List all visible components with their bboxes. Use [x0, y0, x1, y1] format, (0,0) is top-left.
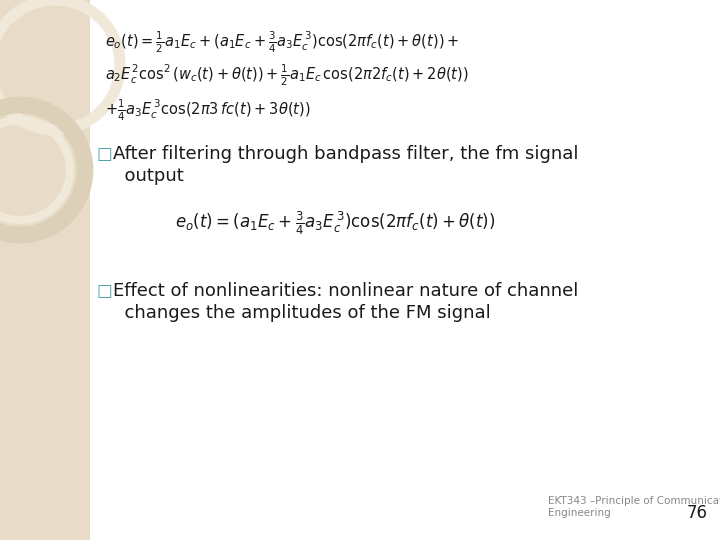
Text: EKT343 –Principle of Communication
Engineering: EKT343 –Principle of Communication Engin… [548, 496, 720, 518]
Text: changes the amplitudes of the FM signal: changes the amplitudes of the FM signal [113, 304, 491, 322]
Text: $+\frac{1}{4}a_3E_c^{\,3}\cos(2\pi 3\,fc(t) + 3\theta(t))$: $+\frac{1}{4}a_3E_c^{\,3}\cos(2\pi 3\,fc… [105, 98, 311, 123]
Bar [90, 0, 720, 540]
Text: □: □ [96, 145, 112, 163]
Text: $e_o(t) = (a_1E_c + \frac{3}{4}a_3E_c^{\,3})\cos(2\pi f_c(t) + \theta(t))$: $e_o(t) = (a_1E_c + \frac{3}{4}a_3E_c^{\… [175, 210, 495, 238]
Text: □: □ [96, 282, 112, 300]
Text: $a_2E_c^2\cos^2(w_c(t) + \theta(t)) + \frac{1}{2}a_1E_c\,\cos(2\pi 2f_c(t) + 2\t: $a_2E_c^2\cos^2(w_c(t) + \theta(t)) + \f… [105, 63, 469, 89]
Text: output: output [113, 167, 184, 185]
Text: $e_o(t) = \frac{1}{2}a_1E_c + (a_1E_c + \frac{3}{4}a_3E_c^{\,3})\cos(2\pi f_c(t): $e_o(t) = \frac{1}{2}a_1E_c + (a_1E_c + … [105, 30, 459, 56]
Bar [0, 0, 90, 540]
Text: After filtering through bandpass filter, the fm signal: After filtering through bandpass filter,… [113, 145, 578, 163]
Text: 76: 76 [687, 504, 708, 522]
Text: Effect of nonlinearities: nonlinear nature of channel: Effect of nonlinearities: nonlinear natu… [113, 282, 578, 300]
